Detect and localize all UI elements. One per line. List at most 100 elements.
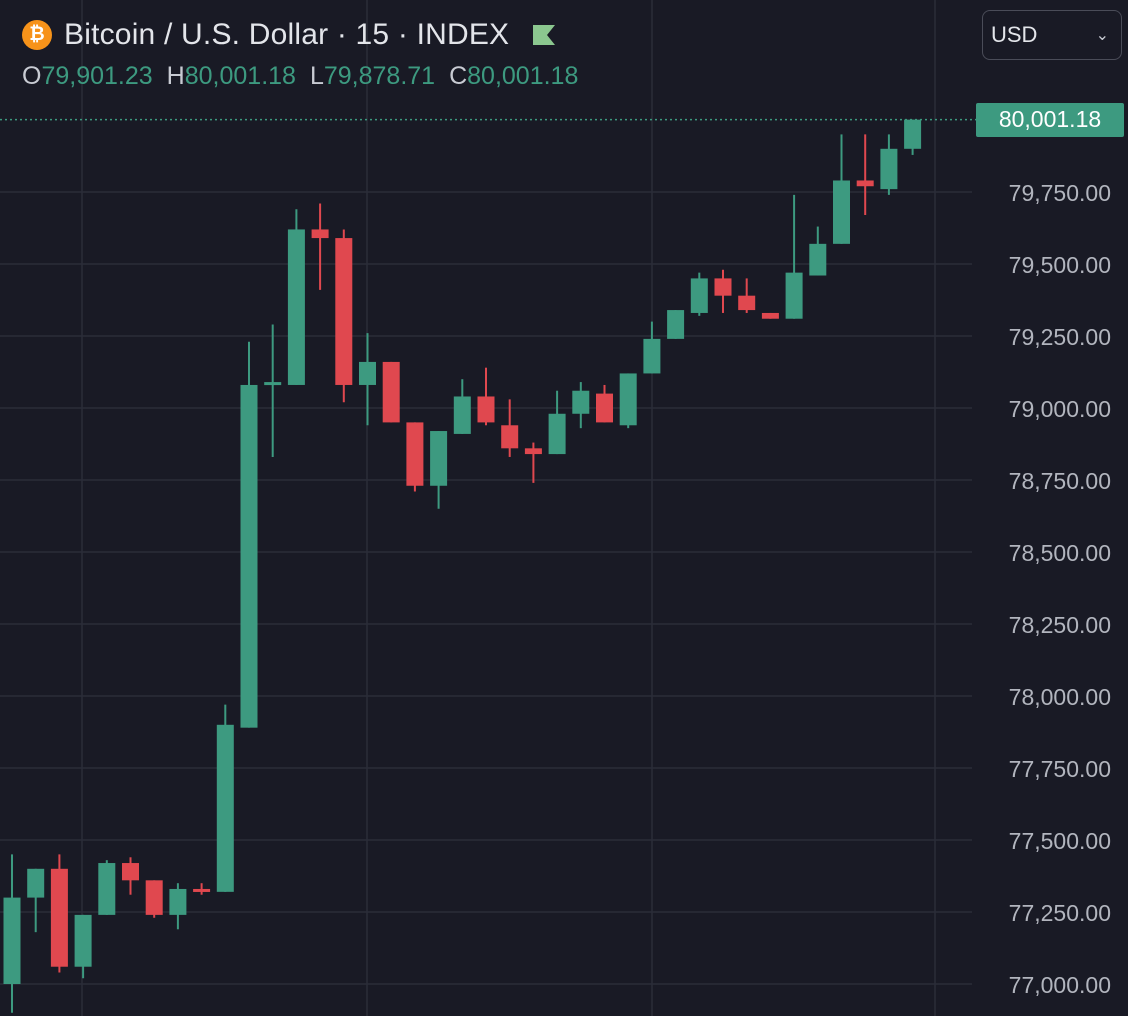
candle[interactable] [524, 442, 542, 483]
candle[interactable] [98, 860, 116, 915]
candle[interactable] [619, 373, 637, 429]
candle-body [643, 338, 661, 374]
candle[interactable] [145, 880, 163, 918]
candle[interactable] [74, 914, 92, 979]
candle[interactable] [690, 272, 708, 316]
candle[interactable] [453, 379, 471, 434]
candle-body [287, 229, 305, 385]
open-label: O [22, 62, 42, 90]
bitcoin-symbol: ₿ [29, 24, 45, 45]
candle-body [596, 393, 613, 423]
candle-body [690, 278, 708, 313]
candle[interactable] [548, 390, 566, 455]
candle[interactable] [501, 399, 519, 457]
candle-body [359, 361, 376, 385]
ohlc-low: L79,878.71 [310, 62, 435, 91]
candle[interactable] [833, 134, 850, 244]
candle[interactable] [122, 857, 139, 895]
candle-body [430, 431, 448, 486]
candle[interactable] [477, 367, 495, 426]
candle[interactable] [856, 134, 874, 216]
candle[interactable] [50, 854, 68, 973]
candle-body [714, 278, 732, 296]
open-value: 79,901.23 [41, 62, 153, 90]
candle-body [122, 863, 139, 881]
low-value: 79,878.71 [323, 62, 436, 90]
candle-body [761, 312, 779, 319]
candle-body [264, 382, 282, 386]
bitcoin-icon: ₿ [22, 20, 52, 50]
candle[interactable] [311, 203, 329, 290]
y-tick-label: 79,750.00 [1009, 180, 1111, 206]
chart-header: ₿ Bitcoin / U.S. Dollar · 15 · INDEX [22, 14, 557, 56]
candle[interactable] [880, 134, 898, 195]
low-label: L [309, 62, 324, 90]
candle[interactable] [3, 854, 21, 1013]
flag-icon[interactable] [531, 23, 557, 47]
candle-body [904, 119, 922, 149]
candle-body [98, 863, 116, 915]
candle-body [880, 148, 898, 190]
candle-body [382, 361, 400, 423]
candle[interactable] [216, 704, 234, 892]
candle-body [3, 897, 21, 984]
candle-body [335, 238, 353, 385]
candle-body [216, 724, 234, 892]
candle[interactable] [904, 119, 922, 155]
candle[interactable] [430, 431, 448, 509]
candle[interactable] [27, 868, 45, 933]
candle-body [833, 180, 850, 244]
candle[interactable] [406, 422, 424, 492]
candle[interactable] [738, 278, 756, 313]
y-tick-label: 78,750.00 [1009, 468, 1111, 494]
candle-body [738, 295, 756, 311]
candle[interactable] [264, 324, 282, 457]
candle-body [501, 425, 519, 449]
candle[interactable] [761, 312, 779, 319]
ohlc-close: C80,001.18 [449, 62, 578, 91]
close-label: C [449, 62, 468, 90]
candle[interactable] [572, 382, 590, 429]
y-tick-label: 79,000.00 [1009, 396, 1111, 422]
candle[interactable] [193, 883, 211, 895]
candle-body [548, 413, 566, 455]
high-value: 80,001.18 [184, 62, 296, 90]
y-tick-label: 78,000.00 [1009, 684, 1111, 710]
candle-body [856, 180, 874, 187]
y-tick-label: 77,250.00 [1009, 900, 1111, 926]
candle-body [74, 914, 92, 967]
candle-body [667, 310, 685, 339]
close-value: 80,001.18 [467, 62, 579, 90]
y-tick-label: 78,500.00 [1009, 540, 1111, 566]
candles [3, 119, 922, 1013]
candle[interactable] [240, 341, 258, 728]
candle-body [785, 272, 803, 319]
candle[interactable] [382, 361, 400, 423]
price-axis: 79,750.00 79,500.00 79,250.00 79,000.00 78,7… [1009, 180, 1111, 998]
symbol-title[interactable]: Bitcoin / U.S. Dollar · 15 · INDEX [64, 18, 510, 51]
candle[interactable] [667, 310, 685, 339]
candle[interactable] [714, 269, 732, 313]
candle-body [477, 396, 495, 423]
candle-body [524, 448, 542, 455]
y-tick-label: 78,250.00 [1009, 612, 1111, 638]
y-tick-label: 79,250.00 [1009, 324, 1111, 350]
chevron-down-icon: ⌄ [1095, 27, 1109, 44]
ohlc-legend: O79,901.23 H80,001.18 L79,878.71 C80,001… [22, 62, 578, 91]
candle[interactable] [359, 333, 376, 426]
candle-body [169, 888, 187, 915]
candle[interactable] [287, 209, 305, 385]
candle[interactable] [169, 883, 187, 930]
ohlc-high: H80,001.18 [167, 62, 296, 91]
candle[interactable] [785, 194, 803, 319]
candle[interactable] [596, 384, 613, 423]
currency-select[interactable]: USD ⌄ [982, 10, 1122, 60]
candle-body [572, 390, 590, 414]
candle-body [453, 396, 471, 434]
candle[interactable] [335, 229, 353, 403]
candle[interactable] [809, 226, 827, 276]
candle[interactable] [643, 321, 661, 374]
candle-body [311, 229, 329, 239]
y-tick-label: 77,750.00 [1009, 756, 1111, 782]
